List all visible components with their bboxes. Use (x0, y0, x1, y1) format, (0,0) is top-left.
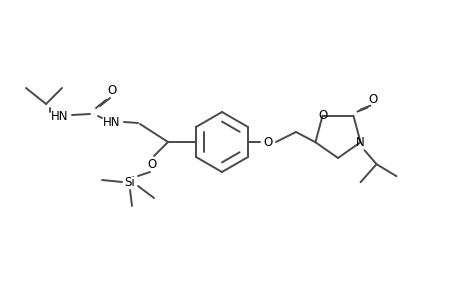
Text: O: O (317, 109, 326, 122)
Text: HN: HN (50, 110, 68, 122)
Text: HN: HN (102, 116, 120, 128)
Text: O: O (368, 93, 377, 106)
Text: N: N (355, 136, 364, 149)
Text: O: O (107, 83, 117, 97)
Text: Si: Si (124, 176, 135, 188)
Text: O: O (263, 136, 272, 148)
Text: O: O (147, 158, 157, 170)
